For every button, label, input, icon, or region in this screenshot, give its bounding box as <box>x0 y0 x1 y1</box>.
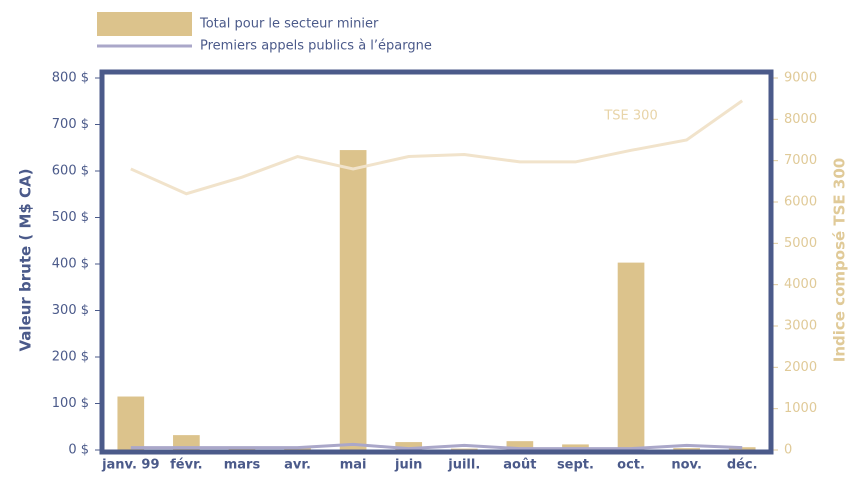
legend-label: Total pour le secteur minier <box>199 17 379 32</box>
y-tick-label: 700 $ <box>52 117 89 132</box>
x-tick-label: mai <box>340 458 367 473</box>
x-tick-label: juill. <box>447 458 480 473</box>
bar <box>339 150 367 450</box>
plot-frame <box>99 69 774 455</box>
x-tick-label: sept. <box>557 458 594 473</box>
x-tick-label: févr. <box>170 458 202 473</box>
legend-label: Premiers appels publics à l’épargne <box>200 39 432 54</box>
y-tick-label: 500 $ <box>52 210 89 225</box>
bar <box>728 447 756 450</box>
x-tick-label: mars <box>224 458 261 473</box>
bar <box>506 441 534 450</box>
y-tick-label: 600 $ <box>52 164 89 179</box>
bar <box>117 396 145 450</box>
y-tick-label: 100 $ <box>52 396 89 411</box>
y-tick-label: 300 $ <box>52 303 89 318</box>
y2-tick-label: 5000 <box>784 236 817 251</box>
y2-tick-label: 9000 <box>784 71 817 86</box>
y2-tick-label: 2000 <box>784 360 817 375</box>
y2-tick-label: 8000 <box>784 112 817 127</box>
bar <box>395 442 423 450</box>
y-tick-label: 400 $ <box>52 257 89 272</box>
y-tick-label: 0 $ <box>68 443 89 458</box>
y2-tick-label: 0 <box>784 443 792 458</box>
line-label: TSE 300 <box>603 109 657 124</box>
y2-tick-label: 7000 <box>784 153 817 168</box>
x-tick-label: août <box>503 458 536 473</box>
y2-axis-label: Indice composé TSE 300 <box>831 158 849 362</box>
y2-tick-label: 4000 <box>784 277 817 292</box>
x-tick-label: nov. <box>671 458 702 473</box>
bar <box>673 448 700 450</box>
legend-swatch <box>97 12 192 36</box>
x-tick-label: oct. <box>617 458 645 473</box>
line <box>130 99 744 196</box>
y-tick-label: 800 $ <box>52 71 89 86</box>
x-tick-label: avr. <box>284 458 311 473</box>
x-tick-label: juin <box>394 458 422 473</box>
y2-tick-label: 6000 <box>784 195 817 210</box>
y2-tick-label: 1000 <box>784 401 817 416</box>
y2-tick-label: 3000 <box>784 319 817 334</box>
line <box>130 442 743 451</box>
bar <box>617 262 645 450</box>
y-tick-label: 200 $ <box>52 350 89 365</box>
x-tick-label: janv. 99 <box>101 458 159 473</box>
x-tick-label: déc. <box>727 458 758 473</box>
y-axis-label: Valeur brute ( M$ CA) <box>17 168 35 351</box>
bar <box>450 448 478 450</box>
